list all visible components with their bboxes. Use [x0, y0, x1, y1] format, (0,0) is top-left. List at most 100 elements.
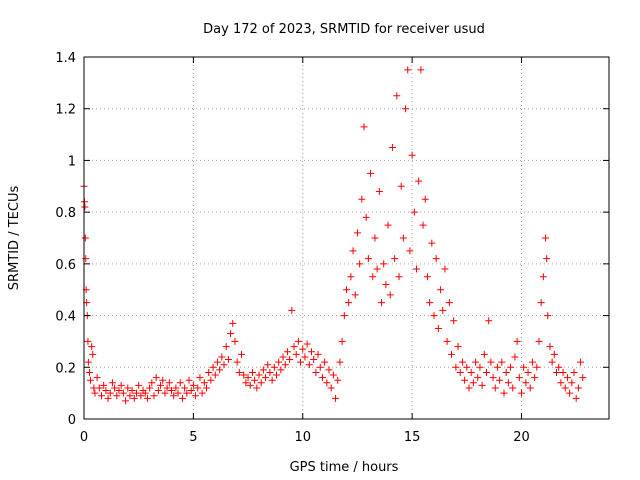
data-point [553, 368, 560, 376]
data-point [135, 381, 143, 389]
data-point [161, 389, 169, 397]
data-point [257, 379, 265, 387]
data-point [275, 358, 283, 366]
data-point [314, 350, 322, 358]
data-point [559, 368, 567, 376]
data-point [526, 384, 534, 392]
plot-frame [83, 56, 610, 420]
data-point [211, 371, 219, 379]
data-point [251, 376, 259, 384]
data-point [478, 381, 486, 389]
data-point [417, 66, 425, 74]
data-point [423, 273, 431, 281]
y-tick-label: 0.2 [55, 361, 76, 376]
data-point [386, 291, 394, 299]
data-point [340, 312, 348, 320]
data-point [305, 361, 313, 369]
data-point [404, 66, 412, 74]
data-point [318, 374, 326, 382]
data-point [133, 389, 140, 397]
data-point [441, 265, 449, 273]
data-point [388, 144, 396, 151]
data-point [281, 361, 289, 369]
data-point [130, 394, 138, 402]
data-point [310, 356, 318, 364]
data-point [231, 337, 239, 345]
y-tick-label: 0.4 [55, 310, 76, 325]
data-point [543, 255, 551, 263]
data-point [205, 368, 213, 376]
data-point [81, 203, 89, 211]
data-point [108, 379, 116, 387]
data-point [375, 187, 383, 195]
data-point [327, 384, 335, 392]
data-points [80, 66, 587, 405]
data-point [170, 392, 178, 400]
y-tick-label: 0.8 [55, 206, 76, 221]
data-point [292, 350, 300, 358]
data-point [371, 234, 379, 242]
data-point [535, 337, 543, 345]
data-point [413, 265, 420, 273]
data-point [491, 384, 499, 392]
data-point [367, 169, 375, 177]
data-point [345, 299, 353, 307]
data-point [397, 182, 405, 190]
data-point [463, 363, 471, 371]
data-point [465, 384, 473, 392]
data-point [87, 376, 95, 384]
data-point [568, 379, 576, 387]
data-point [461, 376, 469, 384]
data-point [312, 368, 320, 376]
data-point [203, 384, 210, 392]
data-point [500, 389, 508, 397]
x-axis-label: GPS time / hours [290, 460, 399, 475]
data-point [159, 376, 167, 384]
data-point [165, 379, 173, 387]
data-point [454, 343, 462, 351]
data-point [579, 374, 587, 382]
y-tick-label: 0.6 [55, 258, 76, 273]
data-point [380, 260, 388, 268]
data-point [316, 363, 324, 371]
data-point [528, 358, 536, 366]
data-point [498, 358, 506, 366]
data-point [548, 358, 556, 366]
data-point [347, 273, 355, 281]
data-point [373, 265, 381, 273]
y-tick-label: 1.4 [55, 51, 76, 66]
data-point [273, 371, 280, 379]
data-point [450, 317, 458, 325]
data-point [467, 368, 475, 376]
data-point [476, 363, 484, 371]
data-point [229, 319, 237, 327]
data-point [174, 389, 182, 397]
data-point [218, 353, 226, 361]
data-point [445, 299, 453, 307]
data-point [303, 340, 311, 348]
data-point [382, 281, 390, 289]
data-point [408, 151, 416, 159]
data-point [286, 356, 294, 364]
data-point [270, 363, 278, 371]
data-point [410, 208, 418, 216]
data-point [557, 379, 565, 387]
data-point [358, 195, 366, 203]
data-point [439, 306, 447, 314]
data-point [507, 363, 515, 371]
data-point [95, 384, 103, 392]
data-point [522, 379, 530, 387]
data-point [176, 379, 184, 387]
data-point [574, 384, 582, 392]
data-point [430, 312, 438, 320]
data-point [458, 358, 466, 366]
data-point [334, 376, 342, 384]
data-point [533, 363, 541, 371]
data-point [240, 371, 248, 379]
data-point [264, 361, 272, 369]
data-point [248, 368, 256, 376]
data-point [364, 255, 372, 263]
data-point [235, 368, 243, 376]
data-point [119, 389, 127, 397]
